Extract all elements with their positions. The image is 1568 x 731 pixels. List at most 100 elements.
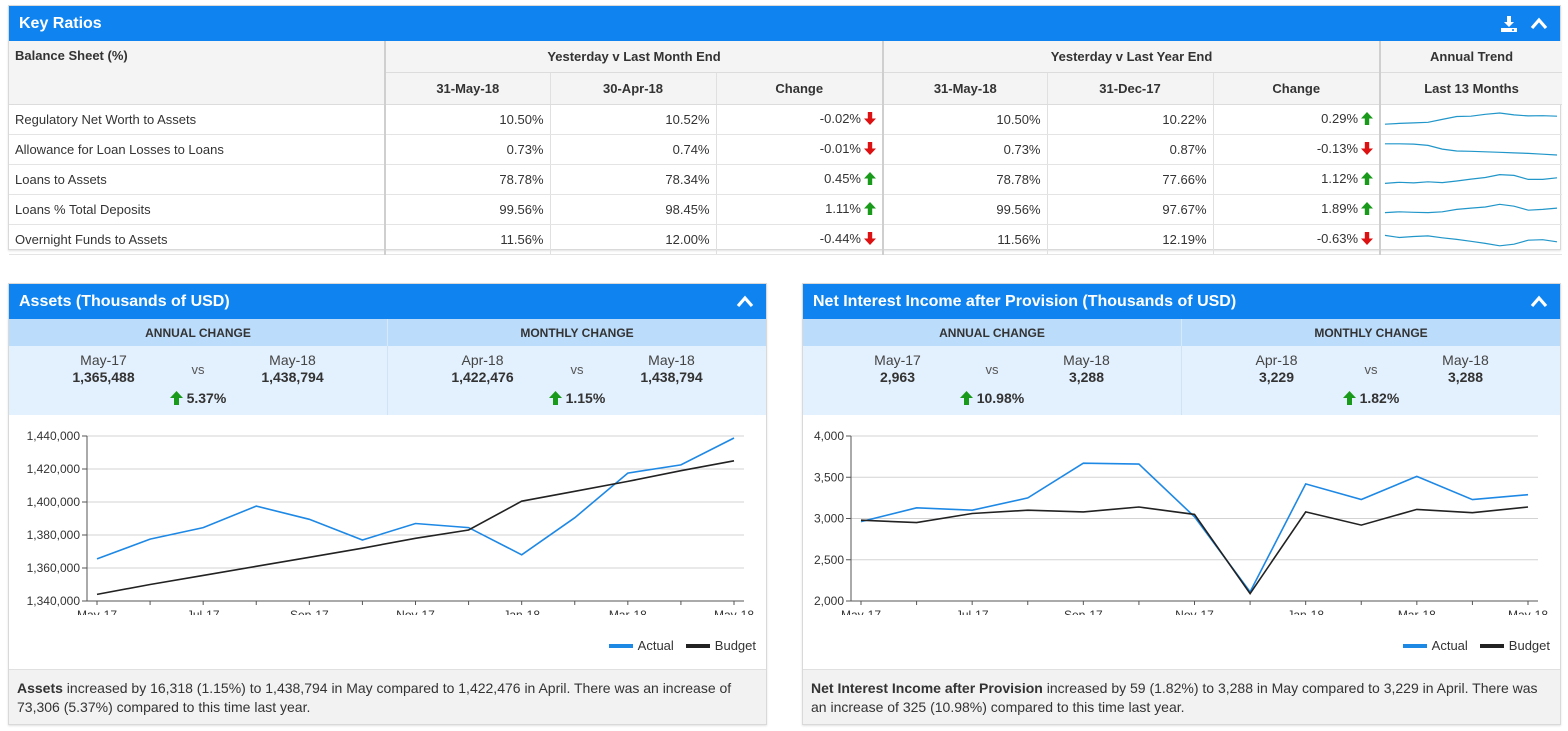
x-tick-label: Nov-17	[1175, 608, 1214, 615]
key-ratios-table: Balance Sheet (%) Yesterday v Last Month…	[9, 41, 1563, 255]
percent-change: 1.82%	[1359, 390, 1400, 406]
download-icon[interactable]	[1498, 13, 1520, 35]
value-cell: 78.78%	[384, 164, 550, 195]
assets-panel: Assets (Thousands of USD) ANNUAL CHANGE …	[8, 283, 767, 725]
annual-comparison: May-17 2,963 vs May-18 3,288 10.98%	[803, 346, 1181, 415]
comparison-row: May-17 1,365,488 vs May-18 1,438,794 5.37%…	[9, 346, 766, 415]
sparkline-cell	[1379, 104, 1563, 135]
change-value: -0.02%	[819, 111, 861, 127]
note-text: increased by 59 (1.82%) to 3,288 in May …	[811, 680, 1538, 715]
value-cell: 10.50%	[384, 104, 550, 135]
note-bold: Net Interest Income after Provision	[811, 680, 1043, 696]
key-ratios-title: Key Ratios	[19, 14, 102, 32]
note-bold: Assets	[17, 680, 63, 696]
y-tick-label: 3,000	[814, 512, 844, 526]
vs-label: vs	[985, 362, 999, 377]
value-cell: 0.87%	[1046, 134, 1213, 165]
from-value: 3,229	[1258, 369, 1295, 385]
collapse-chevron-up-icon[interactable]	[1528, 13, 1550, 35]
change-value: 1.89%	[1321, 201, 1359, 217]
table-row: Loans % Total Deposits 99.56% 98.45% 1.11% 9…	[9, 194, 1563, 225]
x-tick-label: Sep-17	[1064, 608, 1103, 615]
legend-budget-swatch	[1479, 643, 1504, 648]
col-change-a: Change	[715, 72, 883, 105]
value-cell: 11.56%	[882, 224, 1047, 255]
x-tick-label: May-18	[714, 608, 754, 615]
row-label: Overnight Funds to Assets	[9, 224, 385, 255]
assets-summary-note: Assets increased by 16,318 (1.15%) to 1,…	[9, 669, 766, 724]
col-date-may18-a: 31-May-18	[384, 72, 550, 105]
series-line-budget	[860, 506, 1529, 596]
percent-change: 5.37%	[186, 390, 227, 406]
group-last-month-header: Yesterday v Last Month End	[384, 41, 883, 73]
legend-actual-label[interactable]: Actual	[637, 638, 674, 653]
sparkline	[1384, 173, 1558, 184]
collapse-chevron-up-icon[interactable]	[1528, 291, 1550, 313]
y-tick-label: 2,000	[814, 594, 844, 608]
col-change-b: Change	[1212, 72, 1381, 105]
x-tick-label: May-18	[1508, 608, 1548, 615]
col-last-13-months: Last 13 Months	[1379, 72, 1563, 105]
value-cell: 97.67%	[1046, 194, 1213, 225]
nii-title: Net Interest Income after Provision (Tho…	[813, 292, 1237, 310]
legend-budget-label[interactable]: Budget	[1508, 638, 1550, 653]
y-tick-label: 3,500	[814, 470, 844, 484]
change-labels-bar: ANNUAL CHANGE MONTHLY CHANGE	[9, 319, 766, 346]
change-cell: 0.29%	[1212, 104, 1381, 135]
up-arrow-icon	[1342, 390, 1356, 406]
change-cell: 0.45%	[715, 164, 883, 195]
group-last-year-header: Yesterday v Last Year End	[881, 41, 1381, 73]
to-date: May-18	[1063, 352, 1110, 368]
annual-comparison: May-17 1,365,488 vs May-18 1,438,794 5.37%	[9, 346, 387, 415]
x-tick-label: Sep-17	[290, 608, 329, 615]
to-date: May-18	[1442, 352, 1489, 368]
y-tick-label: 1,440,000	[27, 429, 81, 443]
x-tick-label: May-17	[841, 608, 881, 615]
value-cell: 77.66%	[1046, 164, 1213, 195]
sparkline-path	[1384, 111, 1558, 125]
up-arrow-icon	[1361, 171, 1374, 188]
chart-legend: Actual Budget	[1391, 638, 1550, 653]
assets-header: Assets (Thousands of USD)	[9, 284, 766, 319]
col-date-apr18: 30-Apr-18	[549, 72, 716, 105]
legend-actual-swatch	[1402, 643, 1427, 648]
value-cell: 99.56%	[882, 194, 1047, 225]
value-cell: 99.56%	[384, 194, 550, 225]
sparkline-path	[1384, 173, 1558, 184]
change-value: -0.01%	[819, 141, 861, 157]
chart-legend: Actual Budget	[597, 638, 756, 653]
to-date: May-18	[269, 352, 316, 368]
value-cell: 11.56%	[384, 224, 550, 255]
change-cell: -0.13%	[1212, 134, 1381, 165]
up-arrow-icon	[548, 390, 562, 406]
up-arrow-icon	[1361, 201, 1374, 218]
nii-panel: Net Interest Income after Provision (Tho…	[802, 283, 1561, 725]
col-date-dec17: 31-Dec-17	[1046, 72, 1213, 105]
value-cell: 12.19%	[1046, 224, 1213, 255]
value-cell: 0.73%	[384, 134, 550, 165]
value-cell: 10.52%	[549, 104, 716, 135]
collapse-chevron-up-icon[interactable]	[734, 291, 756, 313]
change-labels-bar: ANNUAL CHANGE MONTHLY CHANGE	[803, 319, 1560, 346]
nii-line-chart: 2,000 2,500 3,000 3,500 4,000 May-17 Jul-17 Sep…	[814, 429, 1548, 615]
sparkline-path	[1385, 142, 1558, 156]
value-cell: 10.50%	[882, 104, 1047, 135]
to-value: 3,288	[1447, 369, 1484, 385]
change-value: -0.13%	[1316, 141, 1359, 157]
up-arrow-icon	[169, 390, 183, 406]
series-line-actual	[96, 437, 735, 560]
legend-actual-label[interactable]: Actual	[1431, 638, 1468, 653]
change-cell: -0.63%	[1212, 224, 1381, 255]
change-value: 1.11%	[825, 201, 861, 217]
table-row: Loans to Assets 78.78% 78.34% 0.45% 78.78% 77…	[9, 164, 1563, 195]
up-arrow-icon	[864, 201, 876, 218]
legend-budget-label[interactable]: Budget	[714, 638, 756, 653]
sparkline-cell	[1379, 134, 1563, 165]
row-label: Allowance for Loan Losses to Loans	[9, 134, 385, 165]
from-value: 1,422,476	[451, 369, 514, 385]
table-row: Overnight Funds to Assets 11.56% 12.00% -0.…	[9, 224, 1563, 255]
y-tick-label: 1,360,000	[27, 561, 81, 575]
nii-summary-note: Net Interest Income after Provision incr…	[803, 669, 1560, 724]
to-date: May-18	[648, 352, 695, 368]
y-tick-label: 1,380,000	[27, 528, 81, 542]
